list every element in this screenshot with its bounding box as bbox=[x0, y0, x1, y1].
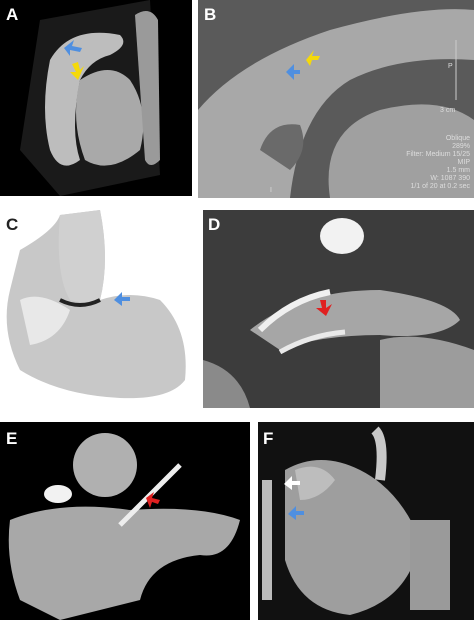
panel-d bbox=[203, 210, 474, 408]
overlay-line: Filter: Medium 15/25 bbox=[406, 151, 470, 158]
corner-mark: I bbox=[270, 187, 272, 194]
panel-label: D bbox=[208, 215, 220, 234]
panel-label: A bbox=[6, 5, 18, 24]
panel-label: E bbox=[6, 429, 17, 448]
panel-label: F bbox=[263, 429, 273, 448]
panel-label: C bbox=[6, 215, 18, 234]
panel-f bbox=[258, 422, 474, 620]
panel-label: B bbox=[204, 5, 216, 24]
scale-letter: P bbox=[448, 63, 453, 70]
overlay-line: 1/1 of 20 at 0.2 sec bbox=[410, 183, 470, 190]
scale-label: 3 cm bbox=[440, 107, 455, 114]
overlay-line: 289% bbox=[452, 143, 470, 150]
overlay-line: 1.5 mm bbox=[447, 167, 471, 174]
panel-e bbox=[0, 422, 250, 620]
overlay-line: Oblique bbox=[446, 135, 470, 142]
overlay-line: MIP bbox=[458, 159, 471, 166]
panel-c bbox=[0, 208, 192, 408]
panel-a bbox=[0, 0, 192, 196]
overlay-line: W: 1087 390 bbox=[430, 175, 470, 182]
